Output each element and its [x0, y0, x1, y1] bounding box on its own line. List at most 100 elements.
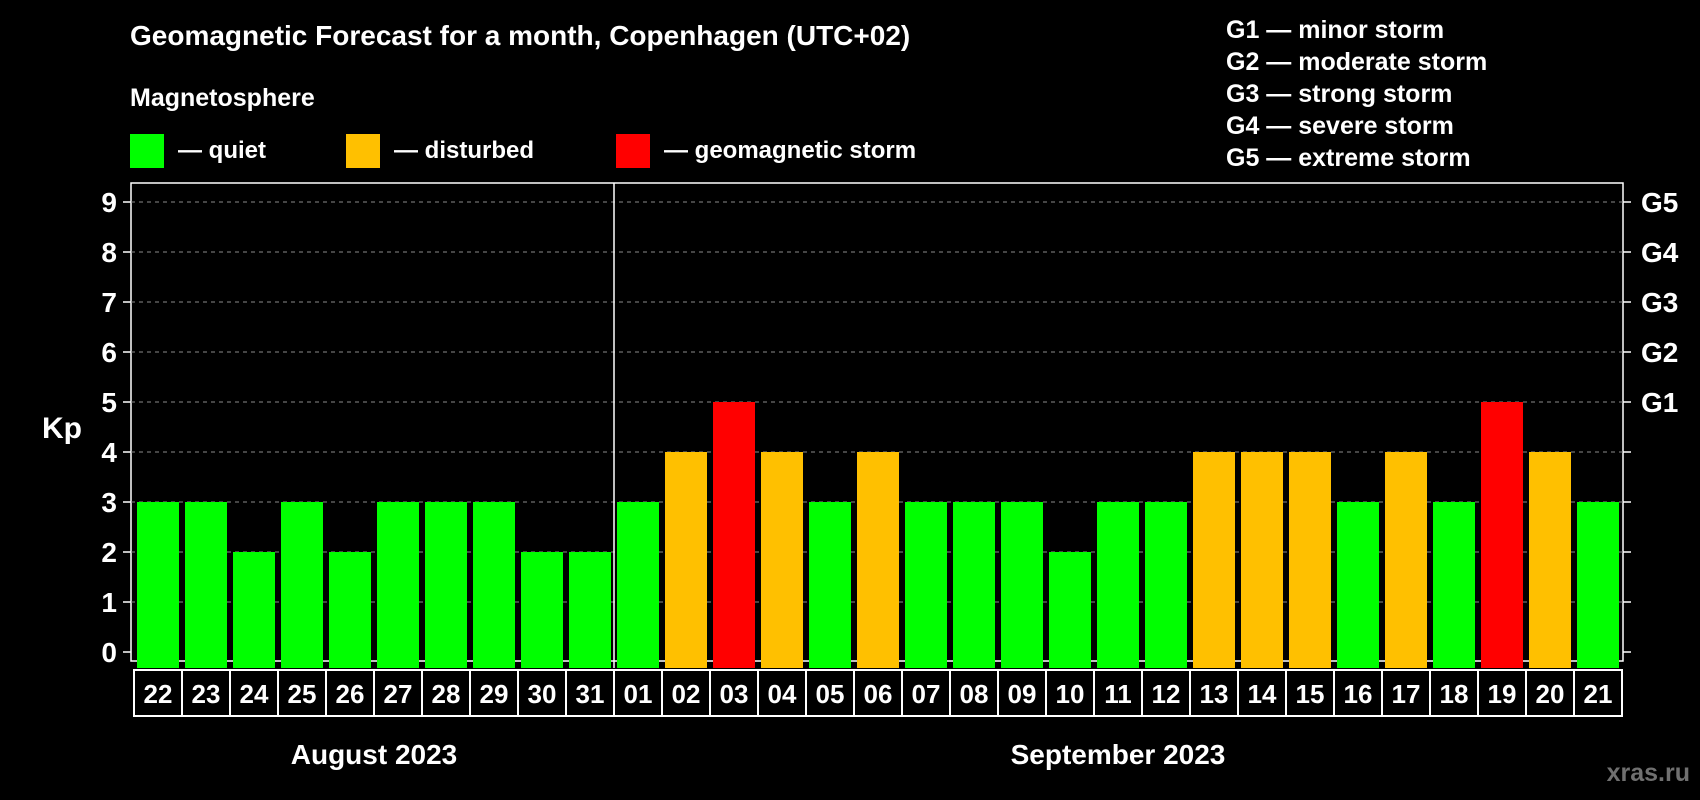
x-tick-label-27: 27	[384, 679, 413, 709]
x-tick-label-31: 31	[576, 679, 605, 709]
x-tick-label-12: 12	[1152, 679, 1181, 709]
bar-12	[1145, 502, 1187, 668]
x-tick-label-18: 18	[1440, 679, 1469, 709]
x-tick-label-29: 29	[480, 679, 509, 709]
bar-09	[1001, 502, 1043, 668]
x-tick-label-13: 13	[1200, 679, 1229, 709]
bar-13	[1193, 452, 1235, 668]
bar-20	[1529, 452, 1571, 668]
legend-label-disturbed: — disturbed	[394, 137, 535, 164]
y-tick-label-8: 8	[101, 237, 117, 268]
x-tick-label-24: 24	[240, 679, 269, 709]
x-tick-label-20: 20	[1536, 679, 1565, 709]
x-tick-label-10: 10	[1056, 679, 1085, 709]
legend-item-quiet: — quiet	[130, 134, 266, 168]
watermark: xras.ru	[1606, 759, 1690, 787]
x-tick-label-28: 28	[432, 679, 461, 709]
y-tick-label-6: 6	[101, 337, 117, 368]
month-label-1: September 2023	[1011, 739, 1226, 770]
x-tick-label-07: 07	[912, 679, 941, 709]
x-tick-label-04: 04	[768, 679, 797, 709]
x-tick-label-08: 08	[960, 679, 989, 709]
storm-scale-g2: G2 — moderate storm	[1226, 48, 1488, 76]
x-tick-label-26: 26	[336, 679, 365, 709]
bar-28	[425, 502, 467, 668]
x-tick-label-14: 14	[1248, 679, 1277, 709]
bar-05	[809, 502, 851, 668]
bar-29	[473, 502, 515, 668]
date-row-frame	[133, 669, 1623, 717]
bar-16	[1337, 502, 1379, 668]
right-label-g1: G1	[1641, 387, 1678, 418]
storm-scale-g3: G3 — strong storm	[1226, 80, 1453, 108]
storm-scale-legend: G1 — minor storm G2 — moderate storm G3 …	[1226, 14, 1487, 174]
legend-swatch-storm	[616, 134, 650, 168]
legend-item-storm: — geomagnetic storm	[616, 134, 916, 168]
bar-31	[569, 552, 611, 668]
x-tick-label-19: 19	[1488, 679, 1517, 709]
bar-30	[521, 552, 563, 668]
bar-11	[1097, 502, 1139, 668]
x-tick-label-06: 06	[864, 679, 893, 709]
bar-27	[377, 502, 419, 668]
y-tick-label-5: 5	[101, 387, 117, 418]
legend-label-storm: — geomagnetic storm	[664, 137, 917, 164]
y-axis-label: Kp	[42, 412, 82, 445]
x-tick-label-17: 17	[1392, 679, 1421, 709]
x-tick-label-16: 16	[1344, 679, 1373, 709]
bar-01	[617, 502, 659, 668]
bar-24	[233, 552, 275, 668]
storm-scale-g4: G4 — severe storm	[1226, 112, 1454, 140]
legend-label-quiet: — quiet	[178, 137, 266, 164]
bar-25	[281, 502, 323, 668]
y-tick-label-1: 1	[101, 587, 117, 618]
bar-22	[137, 502, 179, 668]
bar-17	[1385, 452, 1427, 668]
y-tick-label-7: 7	[101, 287, 117, 318]
x-tick-label-22: 22	[144, 679, 173, 709]
right-label-g5: G5	[1641, 187, 1678, 218]
x-tick-label-09: 09	[1008, 679, 1037, 709]
bar-04	[761, 452, 803, 668]
x-tick-label-01: 01	[624, 679, 653, 709]
legend-swatch-disturbed	[346, 134, 380, 168]
bar-14	[1241, 452, 1283, 668]
x-tick-label-05: 05	[816, 679, 845, 709]
chart-subtitle: Magnetosphere	[130, 84, 315, 112]
bar-08	[953, 502, 995, 668]
x-tick-label-02: 02	[672, 679, 701, 709]
x-tick-label-30: 30	[528, 679, 557, 709]
legend-swatch-quiet	[130, 134, 164, 168]
chart-title: Geomagnetic Forecast for a month, Copenh…	[130, 20, 911, 51]
bar-21	[1577, 502, 1619, 668]
right-label-g2: G2	[1641, 337, 1678, 368]
storm-scale-g5: G5 — extreme storm	[1226, 144, 1471, 172]
y-tick-label-0: 0	[101, 637, 117, 668]
right-label-g3: G3	[1641, 287, 1678, 318]
x-tick-label-15: 15	[1296, 679, 1325, 709]
x-tick-label-23: 23	[192, 679, 221, 709]
x-tick-label-21: 21	[1584, 679, 1613, 709]
y-tick-label-3: 3	[101, 487, 117, 518]
storm-scale-g1: G1 — minor storm	[1226, 16, 1445, 44]
x-tick-label-03: 03	[720, 679, 749, 709]
bar-23	[185, 502, 227, 668]
bar-15	[1289, 452, 1331, 668]
bar-19	[1481, 402, 1523, 668]
bar-18	[1433, 502, 1475, 668]
bar-07	[905, 502, 947, 668]
y-tick-label-4: 4	[101, 437, 117, 468]
bar-06	[857, 452, 899, 668]
bar-10	[1049, 552, 1091, 668]
bar-26	[329, 552, 371, 668]
month-label-0: August 2023	[291, 739, 458, 770]
y-tick-label-2: 2	[101, 537, 117, 568]
bar-02	[665, 452, 707, 668]
x-tick-label-25: 25	[288, 679, 317, 709]
right-label-g4: G4	[1641, 237, 1679, 268]
bar-03	[713, 402, 755, 668]
legend-item-disturbed: — disturbed	[346, 134, 534, 168]
y-tick-label-9: 9	[101, 187, 117, 218]
x-tick-label-11: 11	[1104, 679, 1132, 709]
